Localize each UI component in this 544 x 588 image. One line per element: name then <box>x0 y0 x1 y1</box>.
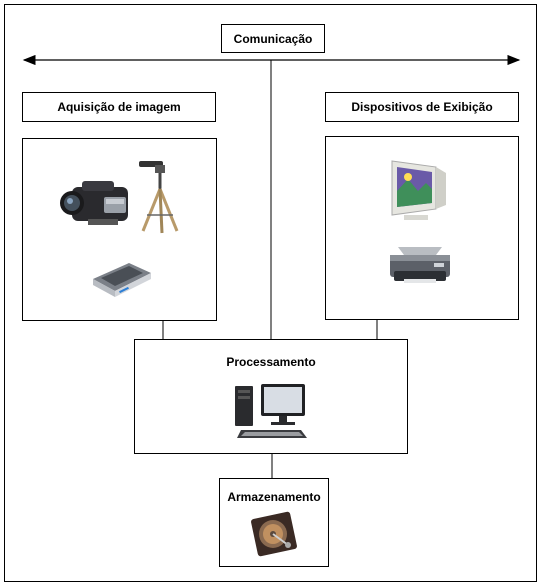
communication-label: Comunicação <box>233 31 313 46</box>
display-label: Dispositivos de Exibição <box>351 100 493 114</box>
camcorder-icon <box>60 181 128 225</box>
processing-box: Processamento <box>134 339 408 454</box>
display-devices-box <box>325 136 519 320</box>
display-label-box: Dispositivos de Exibição <box>325 92 519 122</box>
scanner-icon <box>93 263 151 297</box>
acquisition-label-box: Aquisição de imagem <box>22 92 216 122</box>
desktop-computer-icon <box>235 384 307 438</box>
storage-box: Armazenamento <box>219 478 329 567</box>
tripod-icon <box>139 161 179 234</box>
hard-disk-icon <box>251 511 297 557</box>
acquisition-label: Aquisição de imagem <box>57 100 181 114</box>
communication-label-box: Comunicação <box>221 24 325 53</box>
printer-icon <box>390 247 450 283</box>
diagram-frame <box>4 4 537 582</box>
crt-monitor-icon <box>391 160 446 220</box>
processing-label: Processamento <box>226 355 316 369</box>
storage-label: Armazenamento <box>227 490 321 504</box>
acquisition-devices-box <box>22 138 217 321</box>
